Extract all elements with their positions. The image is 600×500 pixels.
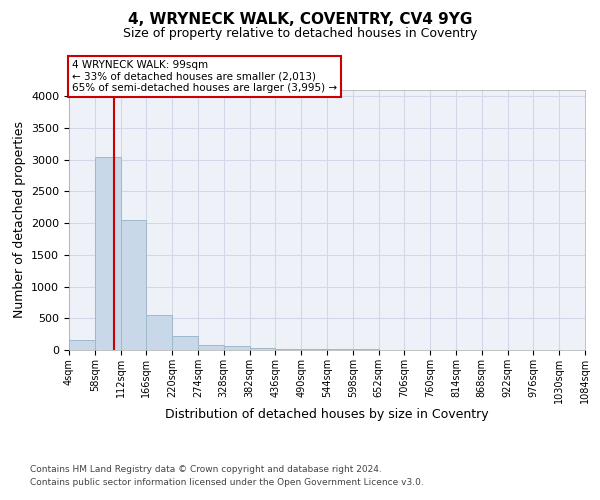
Y-axis label: Number of detached properties: Number of detached properties xyxy=(13,122,26,318)
Bar xyxy=(146,315,172,350)
Text: Contains public sector information licensed under the Open Government Licence v3: Contains public sector information licen… xyxy=(30,478,424,487)
Bar xyxy=(250,348,275,350)
Text: Contains HM Land Registry data © Crown copyright and database right 2024.: Contains HM Land Registry data © Crown c… xyxy=(30,466,382,474)
Bar xyxy=(95,156,121,350)
Text: Size of property relative to detached houses in Coventry: Size of property relative to detached ho… xyxy=(123,28,477,40)
Bar xyxy=(224,346,250,350)
Bar xyxy=(275,348,301,350)
Bar xyxy=(198,345,224,350)
Text: 4, WRYNECK WALK, COVENTRY, CV4 9YG: 4, WRYNECK WALK, COVENTRY, CV4 9YG xyxy=(128,12,472,28)
Text: 4 WRYNECK WALK: 99sqm
← 33% of detached houses are smaller (2,013)
65% of semi-d: 4 WRYNECK WALK: 99sqm ← 33% of detached … xyxy=(72,60,337,93)
X-axis label: Distribution of detached houses by size in Coventry: Distribution of detached houses by size … xyxy=(165,408,489,422)
Bar xyxy=(121,220,146,350)
Bar xyxy=(69,340,95,350)
Bar xyxy=(301,349,327,350)
Bar xyxy=(172,336,198,350)
